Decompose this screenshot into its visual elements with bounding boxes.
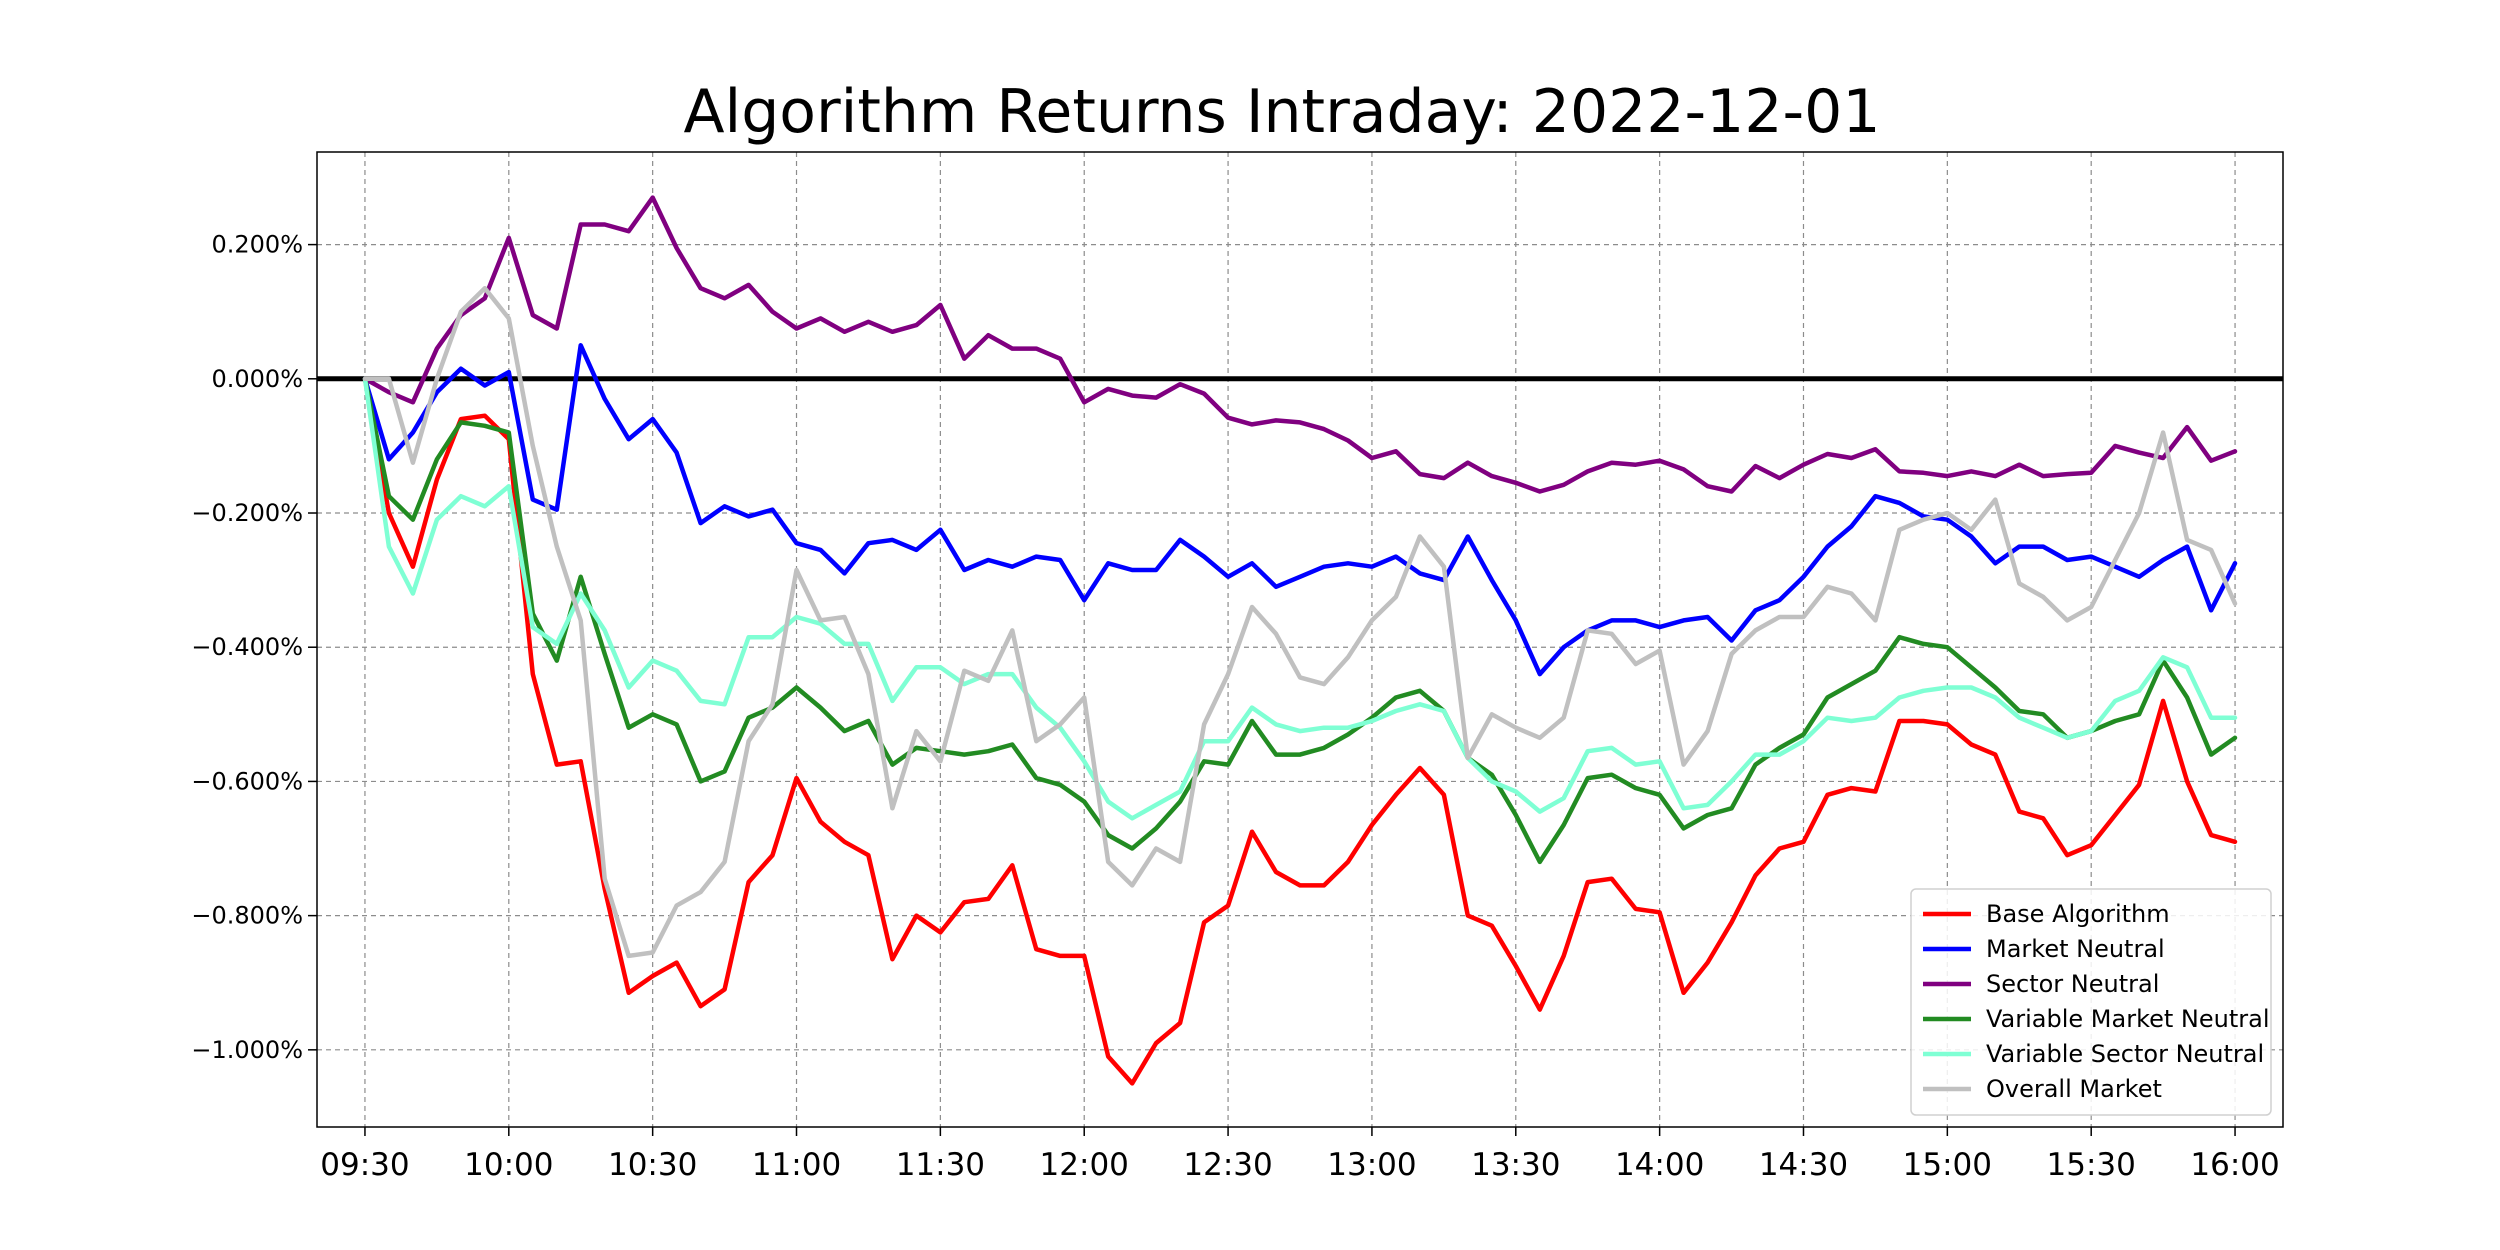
x-tick-label: 10:00 [464,1147,553,1183]
x-tick-label: 12:00 [1040,1147,1129,1183]
x-tick-label: 14:00 [1615,1147,1704,1183]
x-tick-label: 11:00 [752,1147,841,1183]
series-line-sector-neutral [362,195,2238,494]
x-tick-label: 12:30 [1183,1147,1272,1183]
series-layer [362,195,2238,1086]
x-tick-label: 11:30 [896,1147,985,1183]
x-tick-label: 13:30 [1471,1147,1560,1183]
series-line-overall-market [362,285,2238,959]
x-tick-label: 09:30 [320,1147,409,1183]
series-line-variable-market-neutral [362,376,2238,865]
legend: Base Algorithm Market Neutral Sector Neutr… [1910,888,2272,1116]
legend-label-variable-market-neutral: Variable Market Neutral [1986,1005,2270,1033]
legend-label-market-neutral: Market Neutral [1986,935,2165,963]
y-tick-label: 0.000% [211,365,303,393]
y-tick-label: −0.400% [191,633,303,661]
y-tick-label: 0.200% [211,231,303,259]
series-line-base-algorithm [362,376,2238,1086]
x-tick-label: 14:30 [1759,1147,1848,1183]
y-tick-label: −0.200% [191,499,303,527]
x-tick-label: 15:30 [2047,1147,2136,1183]
y-axis: 0.200% 0.000% −0.200% −0.400% −0.600% −0.800%… [191,231,317,1064]
y-tick-label: −1.000% [191,1036,303,1064]
legend-label-base-algorithm: Base Algorithm [1986,900,2170,928]
series-line-market-neutral [362,343,2238,677]
plot-frame [316,151,2284,1128]
x-tick-label: 10:30 [608,1147,697,1183]
x-tick-label: 15:00 [1903,1147,1992,1183]
legend-label-overall-market: Overall Market [1986,1075,2162,1103]
x-tick-label: 13:00 [1327,1147,1416,1183]
legend-label-sector-neutral: Sector Neutral [1986,970,2159,998]
y-tick-label: −0.600% [191,767,303,795]
x-tick-label: 16:00 [2190,1147,2279,1183]
legend-box [1910,888,2272,1116]
chart-title: Algorithm Returns Intraday: 2022-12-01 [683,77,1880,147]
series-line-variable-sector-neutral [362,376,2238,821]
legend-label-variable-sector-neutral: Variable Sector Neutral [1986,1040,2264,1068]
y-tick-label: −0.800% [191,902,303,930]
x-axis: 09:30 10:00 10:30 11:00 11:30 12:00 12:30 13:00… [320,1127,2280,1183]
